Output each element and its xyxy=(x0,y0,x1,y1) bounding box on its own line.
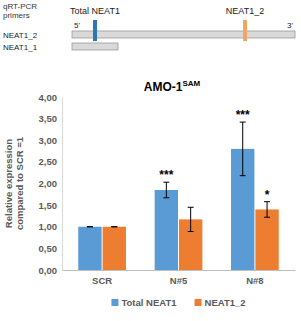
error-bar xyxy=(87,226,93,227)
y-tick-label: 4,00 xyxy=(39,92,58,103)
chart-title: AMO-1SAM xyxy=(144,79,201,94)
x-tick-label: SCR xyxy=(92,275,112,286)
error-bars xyxy=(111,202,270,232)
y-tick-label: 2,00 xyxy=(39,178,58,189)
primer-label: qRT-PCRprimers xyxy=(3,2,37,20)
y-tick: 1,50 xyxy=(39,200,63,211)
error-bar xyxy=(240,122,246,176)
end-label: 3' xyxy=(287,21,293,30)
y-tick-label: 1,50 xyxy=(39,200,58,211)
transcript-name: NEAT1_1 xyxy=(3,43,38,52)
primer-name: NEAT1_2 xyxy=(226,6,264,16)
y-tick: 2,50 xyxy=(39,156,63,167)
bar xyxy=(103,227,126,270)
significance-labels: ******* xyxy=(159,108,269,202)
significance-label: *** xyxy=(159,168,173,182)
primer-label-line: qRT-PCR xyxy=(3,2,37,11)
bar xyxy=(78,227,101,270)
legend: Total NEAT1 NEAT1_2 xyxy=(111,297,245,308)
y-tick: 4,00 xyxy=(39,92,63,103)
error-bar xyxy=(188,207,194,231)
legend-label: Total NEAT1 xyxy=(121,297,177,308)
x-tick-label: N#5 xyxy=(170,275,188,286)
y-tick-label: 0,00 xyxy=(39,265,58,276)
transcript-name: NEAT1_2 xyxy=(3,31,38,40)
y-tick-label: 1,00 xyxy=(39,221,58,232)
x-tick: N#8 xyxy=(246,270,263,286)
y-axis: 0,00 0,50 1,00 1,50 2,00 2,50 3,00 3,50 4,00 xyxy=(39,92,63,276)
significance-label: * xyxy=(265,188,270,202)
y-tick: 3,50 xyxy=(39,113,63,124)
transcript-bar xyxy=(72,31,295,38)
y-tick: 0,00 xyxy=(39,265,63,276)
bar xyxy=(155,190,178,270)
x-tick: SCR xyxy=(92,270,112,286)
x-tick-label: N#8 xyxy=(246,275,263,286)
y-tick: 3,00 xyxy=(39,135,63,146)
y-tick-label: 2,50 xyxy=(39,156,58,167)
primer-marker xyxy=(93,20,97,41)
significance-label: *** xyxy=(236,108,250,122)
primer-label-line: primers xyxy=(3,11,30,20)
y-tick-label: 0,50 xyxy=(39,243,58,254)
y-axis-title: Relative expressioncompared to SCR =1 xyxy=(3,136,25,230)
y-axis-line xyxy=(62,98,63,271)
plot-area xyxy=(78,122,278,270)
error-bar xyxy=(111,226,117,227)
legend-swatch xyxy=(195,299,202,306)
legend-label: NEAT1_2 xyxy=(205,297,246,308)
legend-swatch xyxy=(111,299,118,306)
legend-item: NEAT1_2 xyxy=(195,297,246,308)
y-axis-title-line: Relative expression xyxy=(3,139,14,228)
error-bar xyxy=(163,182,169,198)
title-main: AMO-1 xyxy=(144,80,183,94)
bar-series xyxy=(78,149,254,270)
y-tick: 2,00 xyxy=(39,178,63,189)
chart-root: qRT-PCRprimers Total NEAT1 NEAT1_2 5' 3' NEAT… xyxy=(0,0,301,321)
error-bar xyxy=(264,202,270,218)
transcript-diagram: qRT-PCRprimers Total NEAT1 NEAT1_2 5' 3' NEAT… xyxy=(3,2,295,52)
transcript-bar xyxy=(72,43,118,50)
y-tick: 0,50 xyxy=(39,243,63,254)
x-axis: SCR N#5 N#8 xyxy=(63,270,296,286)
y-tick-label: 3,00 xyxy=(39,135,58,146)
primer-marker xyxy=(243,20,247,41)
end-label: 5' xyxy=(74,21,80,30)
y-tick: 1,00 xyxy=(39,221,63,232)
legend-item: Total NEAT1 xyxy=(111,297,177,308)
x-tick: N#5 xyxy=(170,270,188,286)
bar xyxy=(255,209,278,270)
y-axis-title-line: compared to SCR =1 xyxy=(14,136,25,230)
title-superscript: SAM xyxy=(182,79,200,88)
primer-name: Total NEAT1 xyxy=(70,6,120,16)
y-tick-label: 3,50 xyxy=(39,113,58,124)
x-axis-line xyxy=(63,270,296,271)
error-bars xyxy=(87,122,246,227)
